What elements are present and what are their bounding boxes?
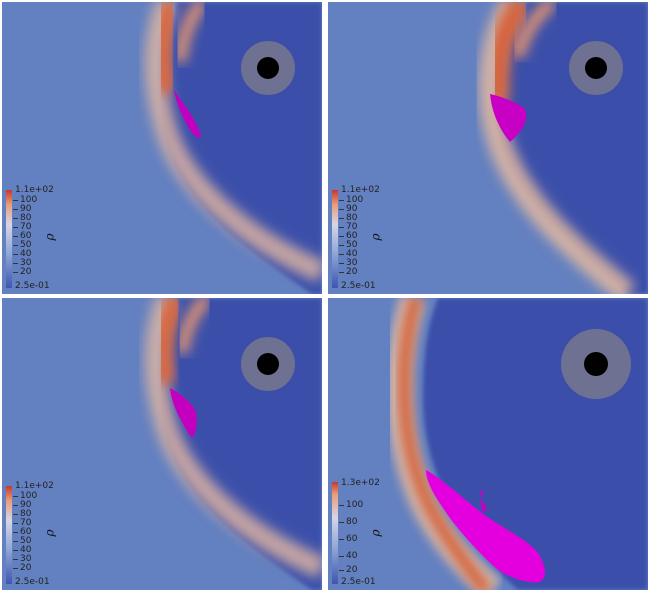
tick-label: 50 [338, 240, 358, 250]
tick-label: 100 [12, 195, 38, 205]
tick-label: 50 [12, 240, 32, 250]
tick-label: 40 [12, 545, 32, 555]
colorbar-max-3: 1.1e+02 [15, 481, 54, 491]
variable-label-4: ρ [368, 529, 383, 537]
simulation-panel-4: 1.3e+02 100 80 60 40 20 2.5e-01 ρ [328, 298, 648, 590]
tick-label: 60 [12, 527, 32, 537]
density-field-3 [2, 298, 322, 590]
colorbar-2 [332, 190, 338, 288]
tick-label: 100 [338, 195, 364, 205]
planet-core-1 [257, 57, 279, 79]
isosurface-3 [170, 388, 197, 438]
planet-core-3 [257, 353, 279, 375]
tick-label: 30 [12, 258, 32, 268]
variable-label-3: ρ [42, 529, 57, 537]
tick-label: 90 [12, 204, 32, 214]
tick-label: 90 [12, 500, 32, 510]
tick-label: 20 [12, 563, 32, 573]
variable-label-1: ρ [42, 233, 57, 241]
tick-label: 40 [338, 249, 358, 259]
planet-core-4 [584, 352, 608, 376]
tick-label: 70 [12, 518, 32, 528]
planet-core-2 [585, 57, 607, 79]
colorbar-4 [332, 482, 338, 584]
colorbar-1 [6, 190, 12, 288]
tick-label: 40 [12, 249, 32, 259]
tick-label: 50 [12, 536, 32, 546]
colorbar-max-1: 1.1e+02 [15, 185, 54, 195]
colorbar-min-3: 2.5e-01 [15, 577, 50, 587]
isosurface-2 [490, 94, 527, 142]
colorbar-3 [6, 486, 12, 584]
tick-label: 60 [338, 231, 358, 241]
simulation-panel-1: 1.1e+02 100 90 80 70 60 50 40 30 20 2.5e… [2, 2, 322, 294]
variable-label-2: ρ [368, 233, 383, 241]
tick-label: 30 [12, 554, 32, 564]
tick-label: 80 [338, 517, 358, 527]
colorbar-min-4: 2.5e-01 [341, 577, 376, 587]
tick-label: 70 [338, 222, 358, 232]
density-field-4 [328, 298, 648, 590]
tick-label: 70 [12, 222, 32, 232]
tick-label: 90 [338, 204, 358, 214]
tick-label: 100 [338, 500, 364, 510]
tick-label: 20 [12, 267, 32, 277]
simulation-panel-3: 1.1e+02 100 90 80 70 60 50 40 30 20 2.5e… [2, 298, 322, 590]
colorbar-max-2: 1.1e+02 [341, 185, 380, 195]
tick-label: 80 [12, 213, 32, 223]
tick-label: 60 [338, 534, 358, 544]
density-field-1 [2, 2, 322, 294]
simulation-panel-2: 1.1e+02 100 90 80 70 60 50 40 30 20 2.5e… [328, 2, 648, 294]
colorbar-min-2: 2.5e-01 [341, 281, 376, 291]
tick-label: 80 [338, 213, 358, 223]
tick-label: 20 [338, 565, 358, 575]
isosurface-4 [426, 470, 546, 583]
tick-label: 100 [12, 491, 38, 501]
tick-label: 60 [12, 231, 32, 241]
isosurface-1 [174, 90, 201, 138]
density-field-2 [328, 2, 648, 294]
tick-label: 40 [338, 551, 358, 561]
tick-label: 80 [12, 509, 32, 519]
tick-label: 20 [338, 267, 358, 277]
colorbar-min-1: 2.5e-01 [15, 281, 50, 291]
tick-label: 30 [338, 258, 358, 268]
colorbar-max-4: 1.3e+02 [341, 478, 380, 488]
